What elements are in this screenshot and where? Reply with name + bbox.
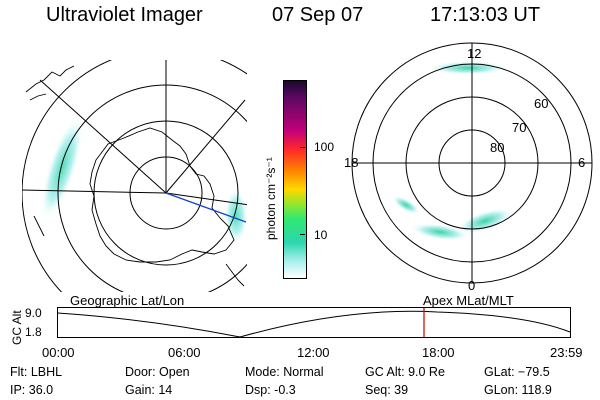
colorbar-unit-label: photon cm⁻²s⁻¹ [264,157,278,240]
time-tick: 12:00 [297,345,330,360]
mlt-label: 0 [468,278,476,293]
time-tick: 18:00 [422,345,455,360]
satellite-track [165,192,247,223]
gc-alt-status: GC Alt: 9.0 Re [365,365,445,379]
right-panel-label: Apex MLat/MLT [423,293,514,308]
time-label: 17:13:03 UT [430,4,541,26]
glat-status: GLat: −79.5 [484,365,550,379]
glon-status: GLon: 118.9 [484,383,552,397]
ip-status: IP: 36.0 [10,383,54,397]
magnetic-map [351,42,593,284]
gain-status: Gain: 14 [125,383,173,397]
mlt-label: 18 [344,155,359,170]
flt-status: Flt: LBHL [10,365,63,379]
seq-status: Seq: 39 [365,383,409,397]
mode-status: Mode: Normal [245,365,324,379]
colorbar-tick-label: 10 [314,228,328,242]
colorbar-tick [300,147,305,148]
colorbar [283,80,307,279]
left-panel-label: Geographic Lat/Lon [70,293,185,308]
date-label: 07 Sep 07 [272,4,364,26]
altitude-ytick: 9.0 [25,306,42,320]
colorbar-tick-label: 100 [314,140,335,154]
altitude-curve [57,310,571,338]
aurora-region [224,188,247,244]
aurora-region [410,223,470,241]
mlat-label: 80 [490,140,505,155]
aurora-region [40,115,84,221]
continent-outline [89,127,235,263]
altitude-plot [57,307,571,338]
aurora-region [428,61,508,75]
dsp-status: Dsp: -0.3 [245,383,296,397]
door-status: Door: Open [125,365,190,379]
mlat-label: 70 [512,120,527,135]
time-tick: 23:59 [550,345,583,360]
altitude-ylabel: GC Alt [10,310,24,345]
time-tick: 06:00 [168,345,201,360]
altitude-ytick: 1.8 [25,325,42,339]
time-tick: 00:00 [42,345,75,360]
mlat-label: 60 [534,96,549,111]
aurora-region [456,207,514,235]
colorbar-tick [300,234,305,235]
app-title: Ultraviolet Imager [46,4,203,26]
geographic-map [22,60,247,292]
aurora-region [391,195,421,215]
mlt-label: 6 [578,155,586,170]
mlt-label: 12 [467,46,482,61]
